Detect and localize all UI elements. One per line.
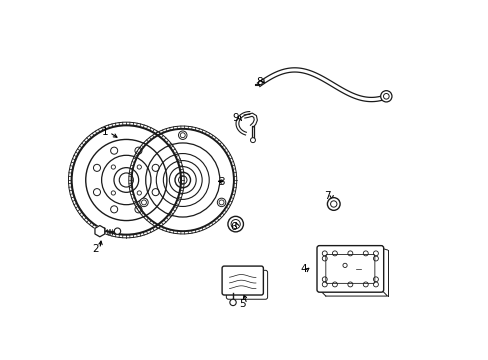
Text: 1: 1 bbox=[102, 127, 108, 138]
Circle shape bbox=[129, 126, 236, 234]
Circle shape bbox=[327, 198, 340, 210]
Circle shape bbox=[178, 131, 186, 139]
Text: 6: 6 bbox=[229, 221, 236, 231]
Text: 9: 9 bbox=[232, 113, 239, 123]
Circle shape bbox=[229, 299, 236, 306]
Circle shape bbox=[217, 198, 225, 207]
Circle shape bbox=[69, 123, 183, 237]
Text: 4: 4 bbox=[300, 264, 306, 274]
Circle shape bbox=[114, 228, 121, 234]
Text: 3: 3 bbox=[218, 177, 224, 187]
Text: 2: 2 bbox=[92, 244, 99, 254]
FancyBboxPatch shape bbox=[222, 266, 263, 295]
Circle shape bbox=[250, 138, 255, 143]
Circle shape bbox=[140, 198, 148, 207]
FancyBboxPatch shape bbox=[316, 246, 383, 292]
Text: 8: 8 bbox=[256, 77, 262, 87]
FancyBboxPatch shape bbox=[226, 270, 267, 299]
Polygon shape bbox=[95, 225, 104, 237]
Circle shape bbox=[380, 91, 391, 102]
Text: 5: 5 bbox=[239, 299, 245, 309]
Text: 7: 7 bbox=[324, 191, 330, 201]
